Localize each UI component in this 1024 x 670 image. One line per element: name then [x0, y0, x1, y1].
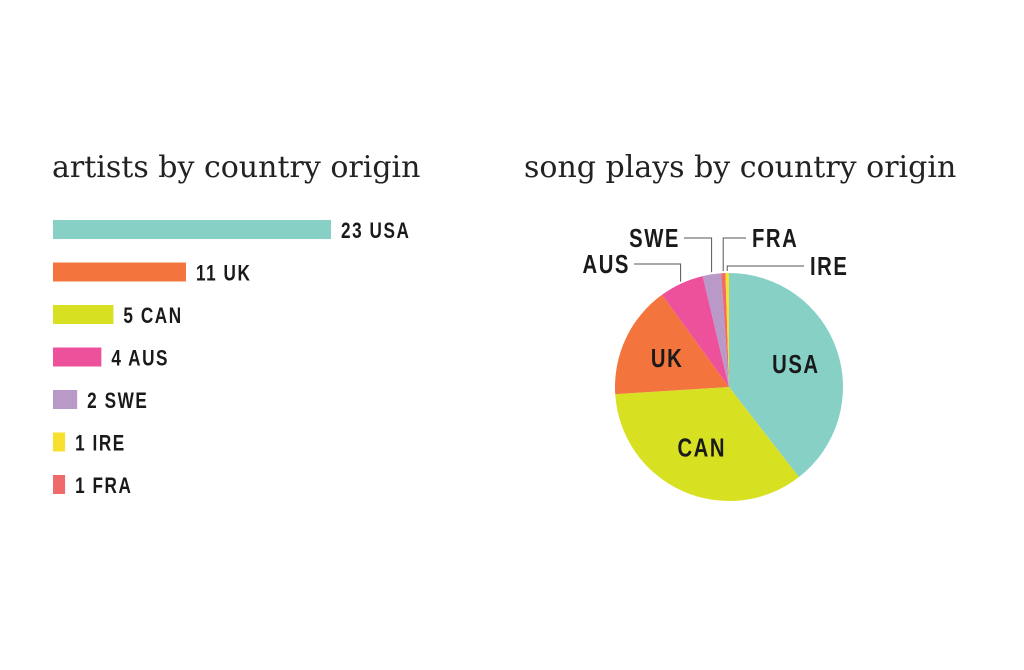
bar-label-ire: 1 IRE: [75, 432, 126, 457]
pie-slice-uk: [614, 294, 729, 395]
pie-chart-title: song plays by country origin: [524, 150, 957, 185]
pie-slice-swe: [702, 273, 729, 387]
pie-label-ire: IRE: [810, 252, 848, 281]
bar-usa: [53, 220, 331, 239]
bar-label-swe: 2 SWE: [87, 389, 148, 414]
bar-label-can: 5 CAN: [123, 304, 182, 329]
pie-slice-usa: [729, 273, 844, 478]
bar-ire: [53, 432, 66, 452]
pie-leader-aus: [634, 263, 682, 282]
bar-chart-title: artists by country origin: [52, 150, 421, 185]
bar-can: [53, 305, 114, 324]
bar-fra: [53, 475, 66, 494]
pie-label-aus: AUS: [583, 250, 630, 279]
pie-leader-fra: [722, 237, 746, 272]
bar-aus: [53, 347, 102, 367]
pie-label-uk: UK: [651, 343, 683, 372]
bar-label-uk: 11 UK: [196, 262, 251, 287]
pie-slice-ire: [725, 273, 729, 387]
bar-label-aus: 4 AUS: [111, 347, 169, 372]
bar-label-fra: 1 FRA: [75, 474, 132, 499]
bar-swe: [53, 390, 78, 409]
pie-label-can: CAN: [677, 433, 726, 462]
pie-slice-can: [615, 387, 799, 502]
pie-label-fra: FRA: [752, 224, 798, 253]
pie-leader-swe: [684, 237, 713, 273]
pie-label-swe: SWE: [629, 224, 680, 253]
pie-slice-aus: [661, 276, 729, 387]
pie-label-usa: USA: [772, 350, 819, 379]
bar-label-usa: 23 USA: [341, 219, 410, 244]
bar-uk: [53, 262, 186, 282]
pie-slice-fra: [721, 273, 729, 387]
pie-leader-ire: [726, 265, 804, 271]
